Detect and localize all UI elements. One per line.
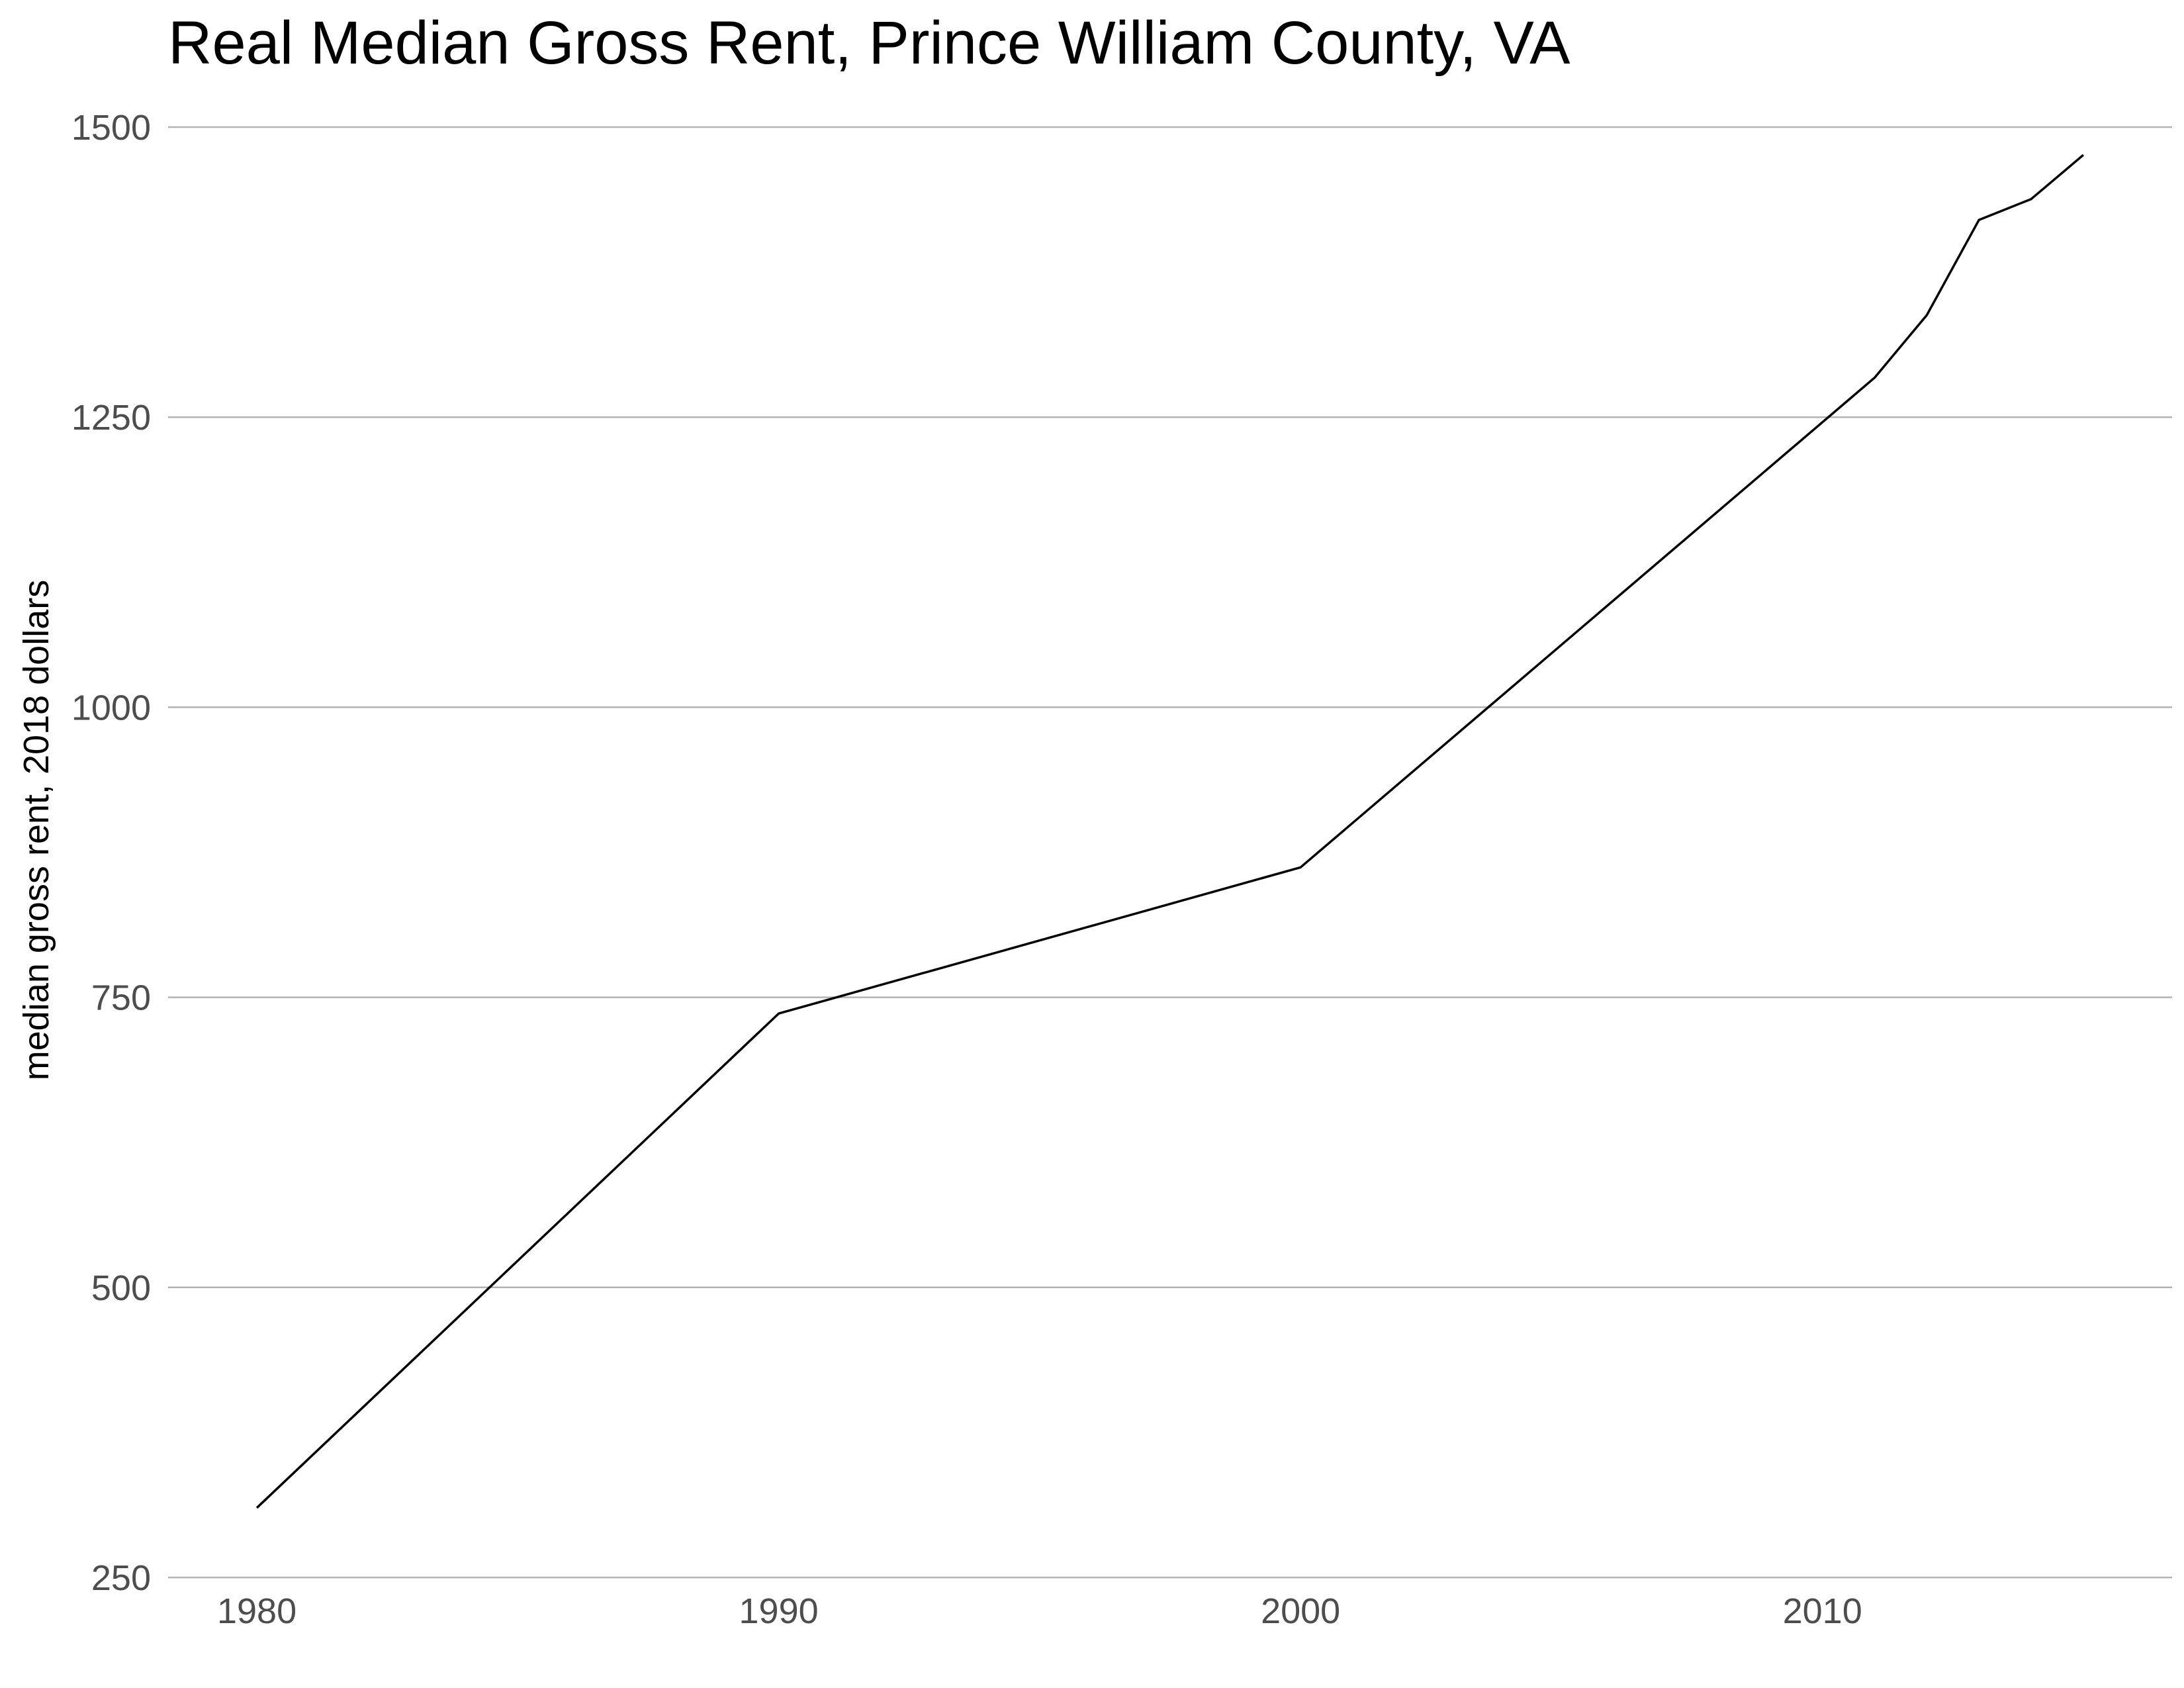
x-tick-label-1980: 1980: [217, 1591, 296, 1631]
series-layer: [255, 154, 2085, 1509]
chart-title: Real Median Gross Rent, Prince William C…: [168, 9, 1570, 77]
x-axis-ticks: 1980 1990 2000 2010: [217, 1591, 1862, 1631]
y-tick-label-750: 750: [91, 978, 151, 1018]
y-axis-title: median gross rent, 2018 dollars: [17, 580, 56, 1080]
x-tick-label-2000: 2000: [1261, 1591, 1340, 1631]
y-axis-ticks: 250 500 750 1000 1250 1500: [71, 108, 151, 1598]
x-tick-label-2010: 2010: [1783, 1591, 1862, 1631]
y-tick-label-250: 250: [91, 1558, 151, 1598]
gridlines: [168, 126, 2172, 1579]
y-tick-label-500: 500: [91, 1268, 151, 1308]
series-line-0: [255, 154, 2085, 1509]
y-tick-label-1500: 1500: [71, 108, 151, 148]
y-tick-label-1250: 1250: [71, 398, 151, 438]
y-tick-label-1000: 1000: [71, 688, 151, 727]
x-tick-label-1990: 1990: [739, 1591, 819, 1631]
